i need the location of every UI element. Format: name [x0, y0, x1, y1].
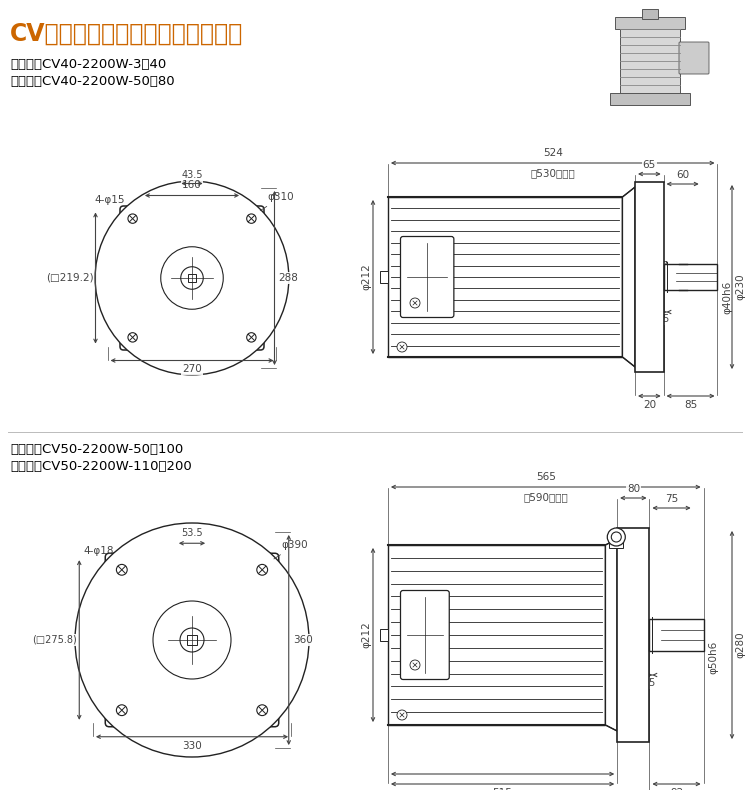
Circle shape	[256, 564, 268, 575]
Circle shape	[75, 523, 309, 757]
FancyBboxPatch shape	[120, 206, 264, 350]
Circle shape	[116, 705, 128, 716]
Bar	[664, 264, 718, 290]
Text: 标准型：CV40-2200W-3～40: 标准型：CV40-2200W-3～40	[10, 58, 166, 71]
Bar	[635, 182, 664, 372]
Text: φ230: φ230	[735, 273, 745, 300]
FancyBboxPatch shape	[679, 42, 709, 74]
Text: 25: 25	[639, 623, 652, 633]
Text: 10: 10	[196, 284, 208, 293]
Bar	[380, 629, 388, 641]
Text: φ212: φ212	[361, 622, 371, 649]
Bar	[642, 9, 658, 19]
Circle shape	[410, 660, 420, 670]
Bar	[388, 197, 622, 357]
Circle shape	[160, 246, 224, 309]
Text: （530刹车）: （530刹车）	[530, 168, 575, 178]
Text: 65: 65	[643, 160, 656, 170]
Text: 524: 524	[543, 148, 562, 158]
Bar	[610, 93, 690, 105]
Text: 515: 515	[493, 788, 512, 790]
Circle shape	[95, 181, 289, 375]
Bar	[620, 25, 680, 95]
Text: 4-φ15: 4-φ15	[94, 194, 124, 205]
FancyBboxPatch shape	[105, 553, 279, 727]
Circle shape	[180, 628, 204, 652]
Text: 160: 160	[182, 180, 202, 190]
Polygon shape	[622, 187, 635, 367]
Text: 5: 5	[648, 678, 654, 688]
Circle shape	[410, 298, 420, 308]
Text: 20: 20	[643, 400, 656, 410]
Text: 270: 270	[182, 364, 202, 374]
Text: 43.5: 43.5	[182, 170, 203, 179]
Text: 75: 75	[665, 494, 678, 504]
Text: 288: 288	[278, 273, 298, 283]
Text: 标准型：CV50-2200W-50～100: 标准型：CV50-2200W-50～100	[10, 443, 183, 456]
Text: 330: 330	[182, 741, 202, 750]
Text: 80: 80	[627, 484, 640, 494]
Text: 53.5: 53.5	[182, 529, 203, 538]
Bar	[380, 271, 388, 283]
Circle shape	[153, 601, 231, 679]
Text: 缩框型：CV40-2200W-50～80: 缩框型：CV40-2200W-50～80	[10, 75, 175, 88]
Circle shape	[397, 342, 407, 352]
Text: φ212: φ212	[361, 264, 371, 291]
Bar	[188, 274, 196, 282]
Text: φ390: φ390	[274, 540, 308, 559]
Bar	[615, 17, 685, 29]
Text: (□219.2): (□219.2)	[46, 273, 94, 283]
Text: 360: 360	[292, 635, 313, 645]
Circle shape	[256, 705, 268, 716]
Bar	[388, 545, 605, 725]
Circle shape	[189, 275, 195, 281]
Circle shape	[116, 564, 128, 575]
Circle shape	[611, 532, 621, 542]
Text: φ310: φ310	[260, 192, 295, 211]
Text: 37: 37	[655, 261, 668, 271]
Text: 5: 5	[662, 314, 668, 324]
Circle shape	[188, 637, 196, 644]
FancyBboxPatch shape	[400, 590, 449, 679]
Text: 85: 85	[684, 400, 698, 410]
Text: 92: 92	[670, 788, 683, 790]
Text: φ40h6: φ40h6	[722, 280, 733, 314]
Text: （590刹车）: （590刹车）	[524, 492, 568, 502]
Text: 缩框型：CV50-2200W-110～200: 缩框型：CV50-2200W-110～200	[10, 460, 192, 473]
Text: 14: 14	[197, 647, 209, 657]
Text: φ280: φ280	[735, 632, 745, 658]
Circle shape	[247, 214, 256, 224]
Circle shape	[247, 333, 256, 342]
Text: (□275.8): (□275.8)	[32, 635, 77, 645]
Bar	[609, 542, 623, 548]
Bar	[650, 619, 704, 651]
Text: 60: 60	[676, 170, 689, 180]
Bar	[187, 635, 197, 645]
Circle shape	[128, 214, 137, 224]
Text: φ50h6: φ50h6	[709, 641, 718, 674]
Text: CV型立式三相（刹车）马达减速机: CV型立式三相（刹车）马达减速机	[10, 22, 243, 46]
Bar	[617, 528, 650, 742]
Circle shape	[397, 710, 407, 720]
Circle shape	[128, 333, 137, 342]
Text: 565: 565	[536, 472, 556, 482]
FancyBboxPatch shape	[400, 236, 454, 318]
Text: 4-φ18: 4-φ18	[83, 546, 114, 556]
Circle shape	[608, 528, 625, 546]
Circle shape	[181, 267, 203, 289]
Polygon shape	[605, 539, 617, 731]
